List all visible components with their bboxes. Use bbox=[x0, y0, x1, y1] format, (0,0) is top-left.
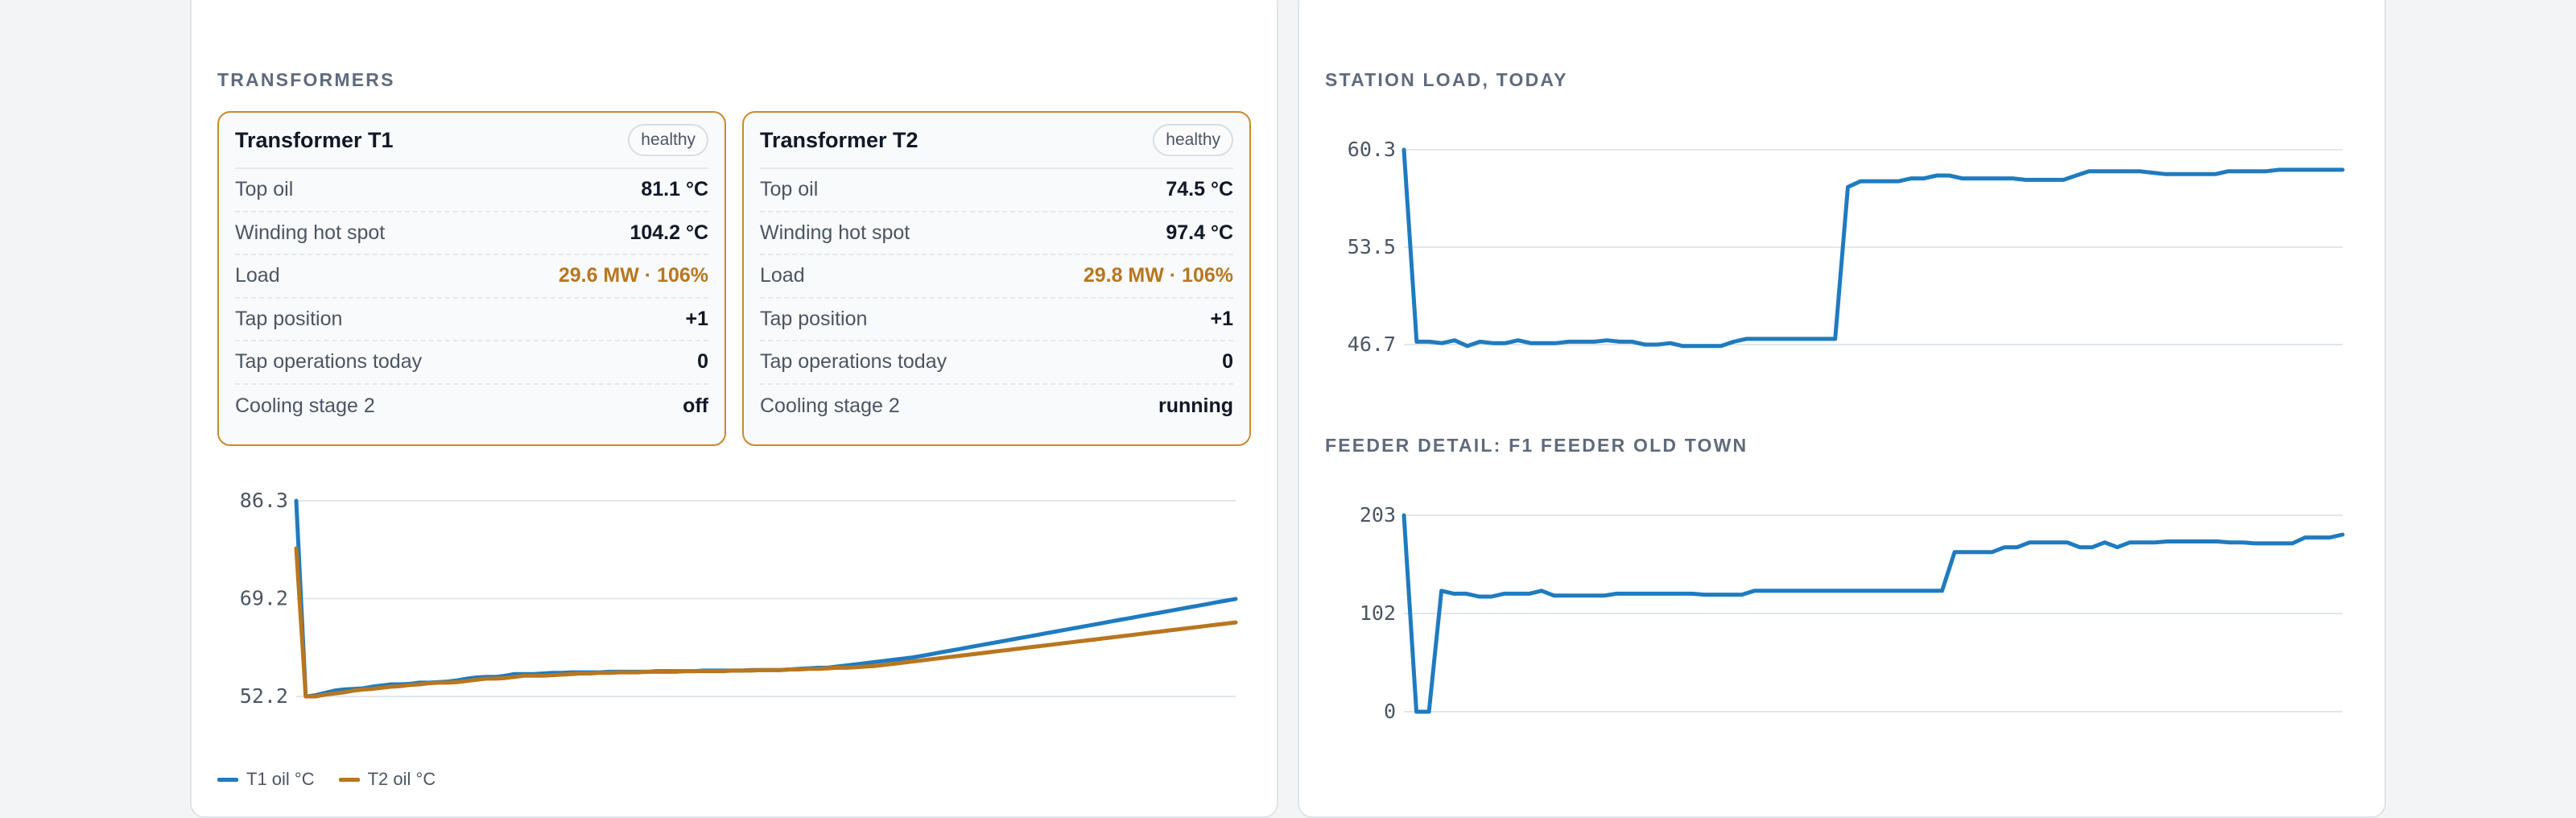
metric-label: Top oil bbox=[235, 178, 294, 201]
metric-label: Tap position bbox=[235, 307, 343, 330]
legend-item-t2[interactable]: T2 oil °C bbox=[338, 769, 436, 790]
series-line-1 bbox=[1402, 147, 2345, 349]
metric-row-tap-position: Tap position +1 bbox=[235, 299, 708, 341]
metric-label: Tap position bbox=[760, 307, 868, 330]
metric-label: Load bbox=[760, 264, 805, 287]
oil-chart-legend: T1 oil °C T2 oil °C bbox=[217, 769, 436, 790]
legend-item-t1[interactable]: T1 oil °C bbox=[217, 769, 315, 790]
metric-label: Top oil bbox=[760, 178, 819, 201]
y-tick-label: 53.5 bbox=[1348, 235, 1396, 258]
metric-row-tap-position: Tap position +1 bbox=[760, 299, 1233, 341]
metric-row-winding-hot-spot: Winding hot spot 104.2 °C bbox=[235, 213, 708, 255]
y-tick-label: 46.7 bbox=[1348, 333, 1396, 356]
metric-label: Tap operations today bbox=[760, 350, 947, 374]
y-tick-label: 86.3 bbox=[240, 489, 288, 512]
metric-value: off bbox=[683, 394, 708, 417]
station-panel bbox=[1298, 0, 2386, 818]
series-line-1 bbox=[1402, 513, 2345, 714]
metric-value: +1 bbox=[1210, 307, 1233, 330]
y-tick-label: 52.2 bbox=[240, 684, 288, 708]
metric-row-winding-hot-spot: Winding hot spot 97.4 °C bbox=[760, 213, 1233, 255]
feeder-load-chart: 203 102 0 bbox=[1360, 503, 2345, 723]
metric-row-top-oil: Top oil 81.1 °C bbox=[235, 169, 708, 213]
metric-value: 0 bbox=[1222, 350, 1233, 374]
transformers-section-title: TRANSFORMERS bbox=[217, 69, 395, 90]
metric-value-warning: 29.8 MW · 106% bbox=[1083, 264, 1233, 287]
transformer-card-header: Transformer T2 healthy bbox=[760, 113, 1233, 169]
transformer-card-t2[interactable]: Transformer T2 healthy Top oil 74.5 °C W… bbox=[742, 111, 1251, 446]
metric-value: running bbox=[1158, 394, 1233, 417]
legend-swatch-t2 bbox=[338, 777, 360, 782]
transformer-card-t1[interactable]: Transformer T1 healthy Top oil 81.1 °C W… bbox=[217, 111, 726, 446]
metric-label: Winding hot spot bbox=[235, 221, 386, 244]
metric-value-warning: 29.6 MW · 106% bbox=[558, 264, 708, 287]
metric-row-cooling-stage-2: Cooling stage 2 off bbox=[235, 385, 708, 428]
metric-value: 0 bbox=[697, 350, 708, 374]
legend-label: T1 oil °C bbox=[246, 769, 315, 789]
transformer-card-header: Transformer T1 healthy bbox=[235, 113, 708, 169]
metric-label: Cooling stage 2 bbox=[760, 394, 900, 417]
y-tick-label: 203 bbox=[1360, 503, 1396, 527]
legend-label: T2 oil °C bbox=[367, 769, 436, 789]
metric-row-cooling-stage-2: Cooling stage 2 running bbox=[760, 385, 1233, 428]
y-tick-label: 102 bbox=[1360, 601, 1396, 625]
transformer-name: Transformer T1 bbox=[235, 127, 394, 152]
metric-label: Cooling stage 2 bbox=[235, 394, 375, 417]
y-tick-label: 69.2 bbox=[240, 587, 288, 610]
y-tick-label: 0 bbox=[1384, 700, 1396, 723]
metric-row-top-oil: Top oil 74.5 °C bbox=[760, 169, 1233, 213]
series-line-2 bbox=[294, 546, 1238, 699]
feeder-detail-title: FEEDER DETAIL: F1 FEEDER OLD TOWN bbox=[1325, 435, 1748, 456]
status-badge: healthy bbox=[628, 124, 708, 156]
metric-label: Load bbox=[235, 264, 280, 287]
metric-row-load: Load 29.8 MW · 106% bbox=[760, 255, 1233, 299]
metric-row-load: Load 29.6 MW · 106% bbox=[235, 255, 708, 299]
metric-value: 74.5 °C bbox=[1166, 178, 1233, 201]
metric-label: Tap operations today bbox=[235, 350, 423, 374]
status-badge: healthy bbox=[1153, 124, 1233, 156]
legend-swatch-t1 bbox=[217, 777, 238, 782]
transformer-name: Transformer T2 bbox=[760, 127, 919, 152]
metric-row-tap-operations: Tap operations today 0 bbox=[760, 341, 1233, 385]
y-tick-label: 60.3 bbox=[1348, 138, 1396, 161]
metric-value: 104.2 °C bbox=[630, 221, 708, 244]
metric-value: 81.1 °C bbox=[641, 178, 708, 201]
station-load-title: STATION LOAD, TODAY bbox=[1325, 69, 1568, 90]
metric-value: 97.4 °C bbox=[1166, 221, 1233, 244]
metric-label: Winding hot spot bbox=[760, 221, 910, 244]
oil-temperature-chart: 86.3 69.2 52.2 bbox=[240, 489, 1238, 708]
station-load-chart: 60.3 53.5 46.7 bbox=[1348, 138, 2345, 356]
metric-row-tap-operations: Tap operations today 0 bbox=[235, 341, 708, 385]
metric-value: +1 bbox=[685, 307, 708, 330]
